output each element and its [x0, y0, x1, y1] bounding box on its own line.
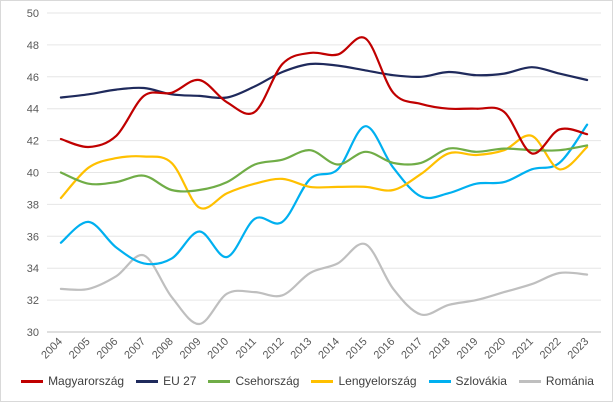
- legend-swatch: [136, 379, 159, 383]
- x-axis-ticks: 2004 2005 2006 2007 2008 2009 2010 2011 2012 2013…: [39, 336, 591, 362]
- x-tick-label: 2004: [39, 336, 65, 362]
- series-line-1: [59, 62, 589, 100]
- x-tick-label: 2021: [510, 336, 536, 362]
- legend-item: Románia: [518, 374, 594, 388]
- series-line-4: [59, 123, 589, 266]
- legend-swatch: [208, 379, 231, 383]
- x-tick-label: 2019: [455, 336, 481, 362]
- x-tick-label: 2006: [95, 336, 121, 362]
- y-tick-label: 34: [27, 263, 39, 275]
- x-tick-label: 2018: [427, 336, 453, 362]
- x-tick-label: 2005: [67, 336, 93, 362]
- x-tick-label: 2017: [399, 336, 425, 362]
- y-tick-label: 44: [27, 104, 39, 116]
- legend-label: EU 27: [163, 374, 197, 388]
- legend-swatch: [428, 379, 451, 383]
- y-tick-label: 30: [27, 327, 39, 339]
- x-tick-label: 2011: [234, 336, 259, 361]
- legend-label: Lengyelország: [338, 374, 417, 388]
- y-tick-label: 48: [27, 40, 39, 52]
- x-tick-label: 2013: [289, 336, 315, 362]
- y-tick-label: 36: [27, 231, 39, 243]
- legend-label: Csehország: [235, 374, 300, 388]
- y-tick-label: 46: [27, 72, 39, 84]
- x-tick-label: 2010: [205, 336, 231, 362]
- legend-swatch: [21, 379, 44, 383]
- series-line-5: [59, 242, 589, 326]
- x-tick-label: 2014: [316, 336, 342, 362]
- x-tick-label: 2016: [372, 336, 398, 362]
- legend-swatch: [518, 379, 541, 383]
- series-line-3: [59, 134, 589, 210]
- y-tick-label: 50: [27, 8, 39, 20]
- x-tick-label: 2022: [538, 336, 564, 362]
- x-tick-label: 2015: [344, 336, 370, 362]
- grid-layer: [47, 12, 601, 333]
- legend-label: Magyarország: [48, 374, 125, 388]
- y-tick-label: 42: [27, 136, 39, 148]
- y-axis-ticks: 30 32 34 36 38 40 42 44 46 48 50: [27, 8, 39, 339]
- y-tick-label: 40: [27, 168, 39, 180]
- x-tick-label: 2008: [150, 336, 176, 362]
- x-tick-label: 2007: [122, 336, 148, 362]
- legend-item: Csehország: [208, 374, 299, 388]
- legend-label: Románia: [545, 374, 594, 388]
- legend: Magyarország EU 27 Csehország Lengyelország…: [1, 374, 613, 388]
- x-tick-label: 2023: [566, 336, 592, 362]
- legend-item: EU 27: [136, 374, 196, 388]
- legend-label: Szlovákia: [455, 374, 507, 388]
- x-tick-label: 2020: [482, 336, 508, 362]
- y-tick-label: 38: [27, 199, 39, 211]
- x-tick-label: 2009: [178, 336, 204, 362]
- legend-swatch: [311, 379, 334, 383]
- y-tick-label: 32: [27, 295, 39, 307]
- legend-item: Szlovákia: [428, 374, 507, 388]
- legend-item: Magyarország: [21, 374, 124, 388]
- legend-item: Lengyelország: [311, 374, 417, 388]
- series-line-0: [59, 36, 589, 155]
- x-tick-label: 2012: [261, 336, 287, 362]
- series-layer: [59, 36, 589, 326]
- series-line-2: [59, 144, 589, 193]
